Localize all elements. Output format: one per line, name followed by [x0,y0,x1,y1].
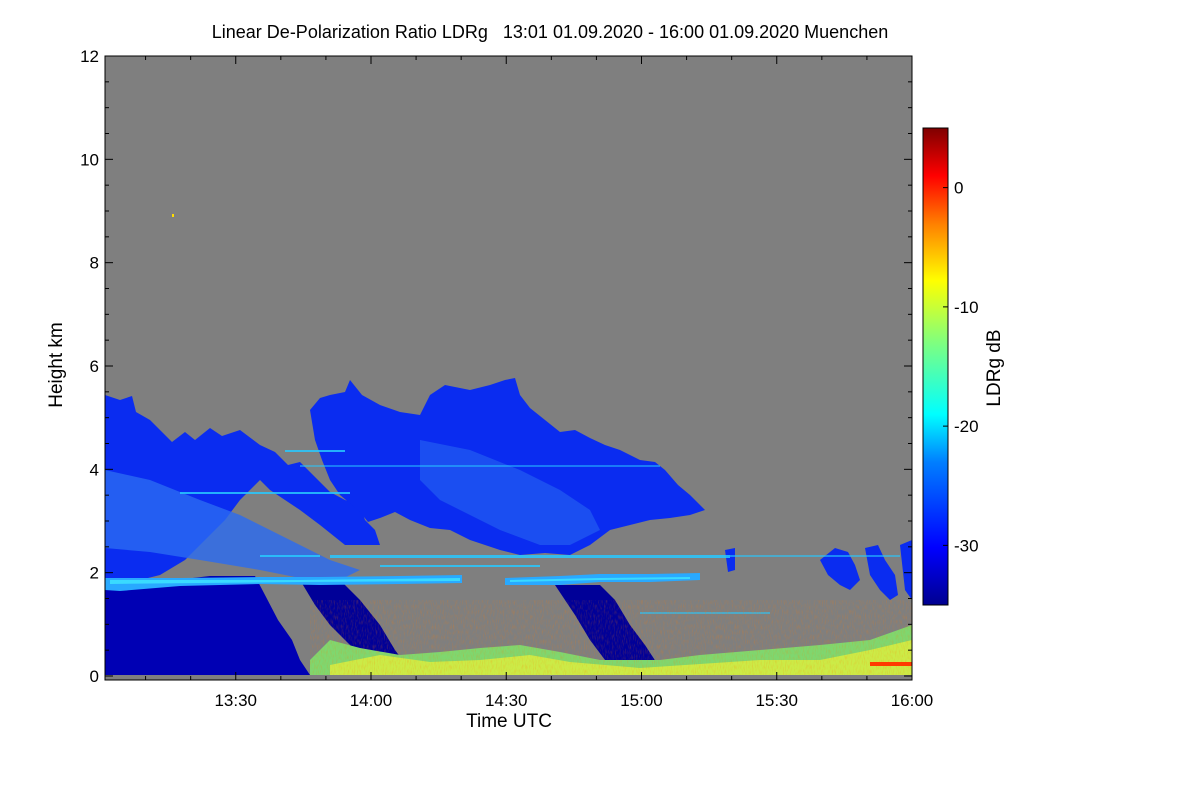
y-tick-label: 2 [90,564,99,583]
y-tick-label: 12 [80,47,99,66]
colorbar-tick-label: 0 [954,179,963,198]
colorbar-ticks: 0 -10 -20 -30 [943,179,979,555]
x-tick-label: 13:30 [214,691,257,710]
y-tick-label: 8 [90,254,99,273]
boundary-layer-texture [310,600,912,675]
colorbar-tick-label: -20 [954,417,979,436]
red-speckle [870,662,912,666]
colorbar-label: LDRg dB [984,329,1005,406]
y-tick-label: 0 [90,667,99,686]
plot-frame [104,55,913,681]
layer-1p8km-core [110,577,690,584]
cloud-left-low [105,576,310,675]
x-tick-label: 14:00 [350,691,393,710]
x-axis: 13:30 14:00 14:30 15:00 15:30 16:00 [145,56,934,710]
y-tick-label: 4 [90,460,99,479]
y-axis-title: Height km [46,322,67,408]
cloud-left-highlight [105,470,360,580]
y-tick-label: 10 [80,150,99,169]
cloud-right-fragments [725,540,912,600]
x-axis-title: Time UTC [466,711,552,732]
x-tick-label: 15:30 [755,691,798,710]
chart-title: Linear De-Polarization Ratio LDRg 13:01 … [211,22,889,42]
isolated-pixel [172,214,174,217]
layer-1p8km [105,573,700,591]
x-tick-label: 14:30 [485,691,528,710]
y-tick-label: 6 [90,357,99,376]
colorbar [922,127,949,606]
ldr-data-field [105,214,912,675]
colorbar-tick-label: -10 [954,298,979,317]
x-tick-label: 15:00 [620,691,663,710]
x-tick-label: 16:00 [891,691,934,710]
colorbar-tick-label: -30 [954,536,979,555]
y-axis: 0 2 4 6 8 10 12 [80,47,912,686]
